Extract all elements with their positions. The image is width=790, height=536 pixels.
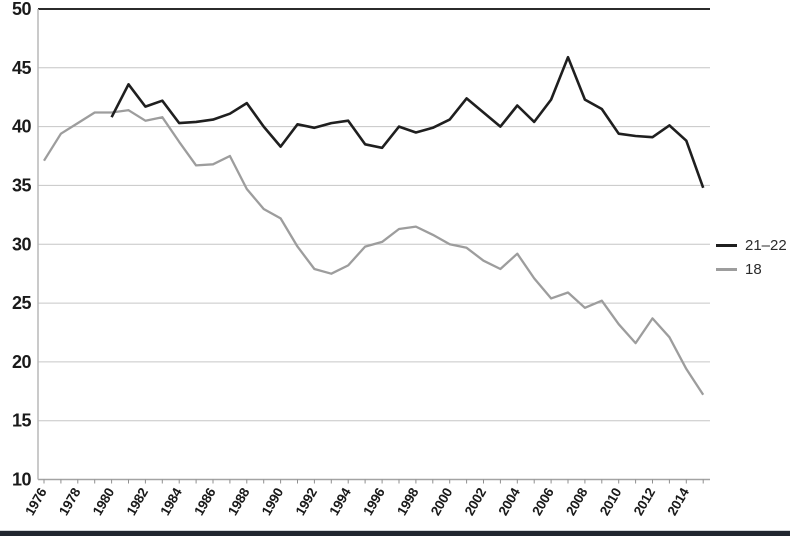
x-tick-label-1978: 1978 (56, 485, 84, 518)
legend-item-age-21-22: 21–22 (716, 238, 787, 253)
y-tick-label-20: 20 (12, 352, 32, 372)
x-tick-label-1990: 1990 (259, 486, 286, 518)
x-tick-label-1984: 1984 (157, 485, 185, 518)
chart-legend: 21–22 18 (716, 238, 787, 277)
legend-item-age-18: 18 (716, 262, 787, 277)
x-tick-label-2012: 2012 (631, 486, 658, 518)
x-tick-label-2002: 2002 (462, 486, 489, 518)
y-tick-label-30: 30 (12, 234, 32, 254)
x-tick-label-1992: 1992 (293, 486, 320, 518)
x-tick-label-2010: 2010 (597, 486, 624, 518)
y-tick-label-50: 50 (12, 0, 32, 19)
x-tick-label-1982: 1982 (124, 486, 151, 518)
x-tick-label-1980: 1980 (90, 486, 117, 518)
legend-label-age-21-22: 21–22 (745, 237, 787, 254)
y-tick-label-40: 40 (12, 117, 32, 137)
y-tick-label-45: 45 (12, 58, 32, 78)
y-tick-label-10: 10 (12, 470, 32, 490)
y-tick-label-15: 15 (12, 411, 32, 431)
x-tick-label-1994: 1994 (326, 485, 354, 518)
x-tick-label-1998: 1998 (394, 485, 422, 518)
x-tick-label-1996: 1996 (360, 485, 388, 518)
bottom-divider (0, 530, 790, 531)
x-tick-label-2006: 2006 (529, 485, 557, 518)
x-tick-label-1988: 1988 (225, 485, 253, 518)
legend-swatch-18-icon (716, 268, 737, 271)
y-tick-label-35: 35 (12, 175, 32, 195)
x-tick-label-2000: 2000 (428, 486, 455, 518)
legend-label-age-18: 18 (745, 261, 762, 278)
series-line-age-21-22 (110, 55, 705, 189)
y-tick-label-25: 25 (12, 293, 32, 313)
legend-swatch-21-22-icon (716, 244, 737, 247)
page-bottom-bar (0, 531, 790, 536)
x-tick-label-2014: 2014 (664, 485, 692, 518)
x-tick-label-1976: 1976 (22, 485, 50, 518)
series-line-age-18 (43, 109, 705, 396)
x-tick-label-2008: 2008 (563, 485, 591, 518)
x-tick-label-1986: 1986 (191, 485, 219, 518)
x-tick-label-2004: 2004 (495, 485, 523, 518)
